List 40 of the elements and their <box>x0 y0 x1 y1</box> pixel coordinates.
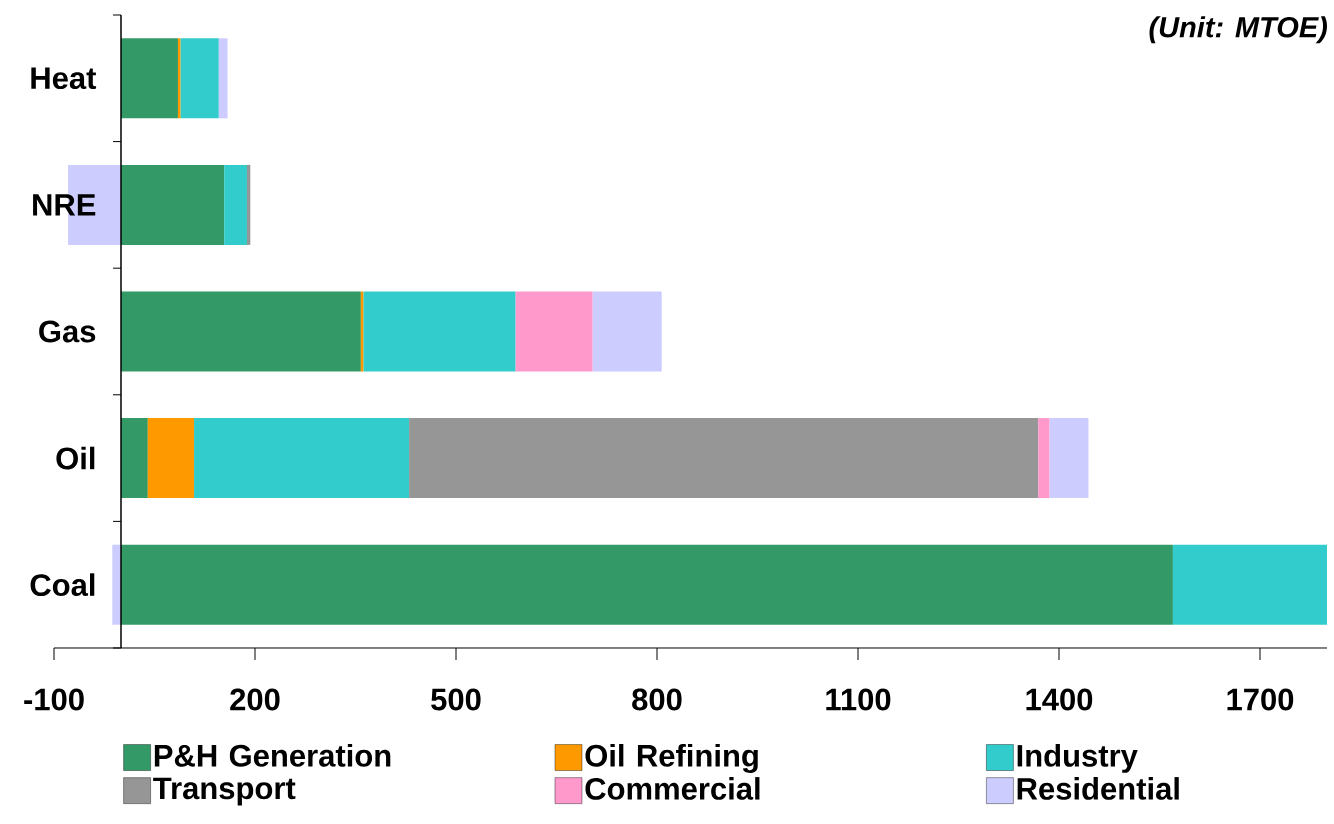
y-tick-label: NRE <box>33 194 96 216</box>
legend-label: Commercial <box>585 777 760 800</box>
bar <box>363 291 516 372</box>
x-tick-label: 500 <box>431 688 481 711</box>
bar <box>121 418 148 499</box>
bar <box>147 418 195 499</box>
bar <box>112 544 122 625</box>
legend-label: Residential <box>1017 777 1179 800</box>
y-tick-label: Coal <box>30 573 95 597</box>
legend-label: Oil Refining <box>585 743 758 774</box>
bar <box>177 38 181 119</box>
y-tick-label: Heat <box>31 67 97 90</box>
y-tick-label: Oil <box>56 446 95 470</box>
annotation: (Unit: MTOE) <box>1149 16 1327 44</box>
x-tick-label: 1400 <box>1026 688 1093 711</box>
bar <box>180 38 219 119</box>
x-tick-label: -100 <box>24 688 84 711</box>
bar <box>121 544 1173 625</box>
bar <box>515 291 593 372</box>
bar <box>218 38 228 119</box>
bar <box>592 291 662 372</box>
bar <box>246 164 251 245</box>
bar <box>224 164 247 245</box>
legend-label: Transport <box>153 777 296 806</box>
bar <box>1172 544 1327 625</box>
bar <box>194 418 410 499</box>
y-tick-label: Gas <box>39 320 96 343</box>
bar <box>121 38 178 119</box>
bar <box>121 291 361 372</box>
x-tick-label: 200 <box>230 688 280 711</box>
legend-label: P&H Generation <box>154 743 391 767</box>
legend-label: Industry <box>1017 743 1138 773</box>
bar <box>1038 418 1050 499</box>
x-tick-label: 1700 <box>1227 688 1294 711</box>
bar <box>121 164 225 245</box>
bar <box>360 291 364 372</box>
x-tick-label: 800 <box>632 688 682 711</box>
bar <box>409 418 1039 499</box>
bar <box>1049 418 1089 499</box>
x-tick-label: 1100 <box>826 688 891 711</box>
